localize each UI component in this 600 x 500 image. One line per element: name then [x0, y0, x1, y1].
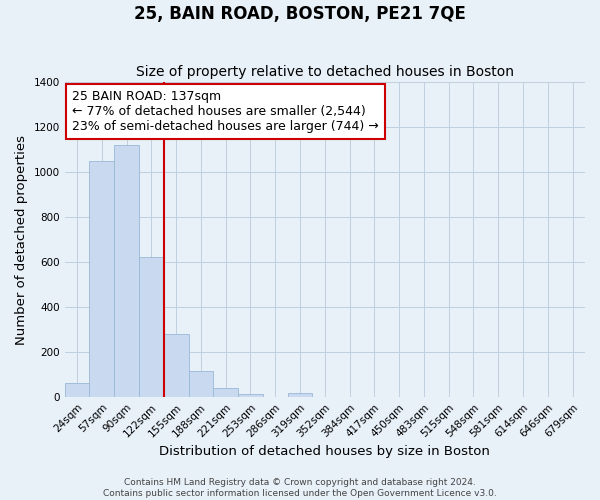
Text: 25 BAIN ROAD: 137sqm
← 77% of detached houses are smaller (2,544)
23% of semi-de: 25 BAIN ROAD: 137sqm ← 77% of detached h…	[73, 90, 379, 133]
X-axis label: Distribution of detached houses by size in Boston: Distribution of detached houses by size …	[160, 444, 490, 458]
Bar	[164, 334, 188, 397]
Bar	[188, 372, 214, 397]
Title: Size of property relative to detached houses in Boston: Size of property relative to detached ho…	[136, 66, 514, 80]
Bar	[139, 256, 164, 397]
Bar	[214, 388, 238, 397]
Bar	[65, 382, 89, 397]
Bar	[287, 392, 313, 397]
Text: Contains HM Land Registry data © Crown copyright and database right 2024.
Contai: Contains HM Land Registry data © Crown c…	[103, 478, 497, 498]
Text: 25, BAIN ROAD, BOSTON, PE21 7QE: 25, BAIN ROAD, BOSTON, PE21 7QE	[134, 5, 466, 23]
Bar	[238, 394, 263, 397]
Bar	[89, 161, 114, 397]
Y-axis label: Number of detached properties: Number of detached properties	[15, 134, 28, 344]
Bar	[114, 145, 139, 397]
